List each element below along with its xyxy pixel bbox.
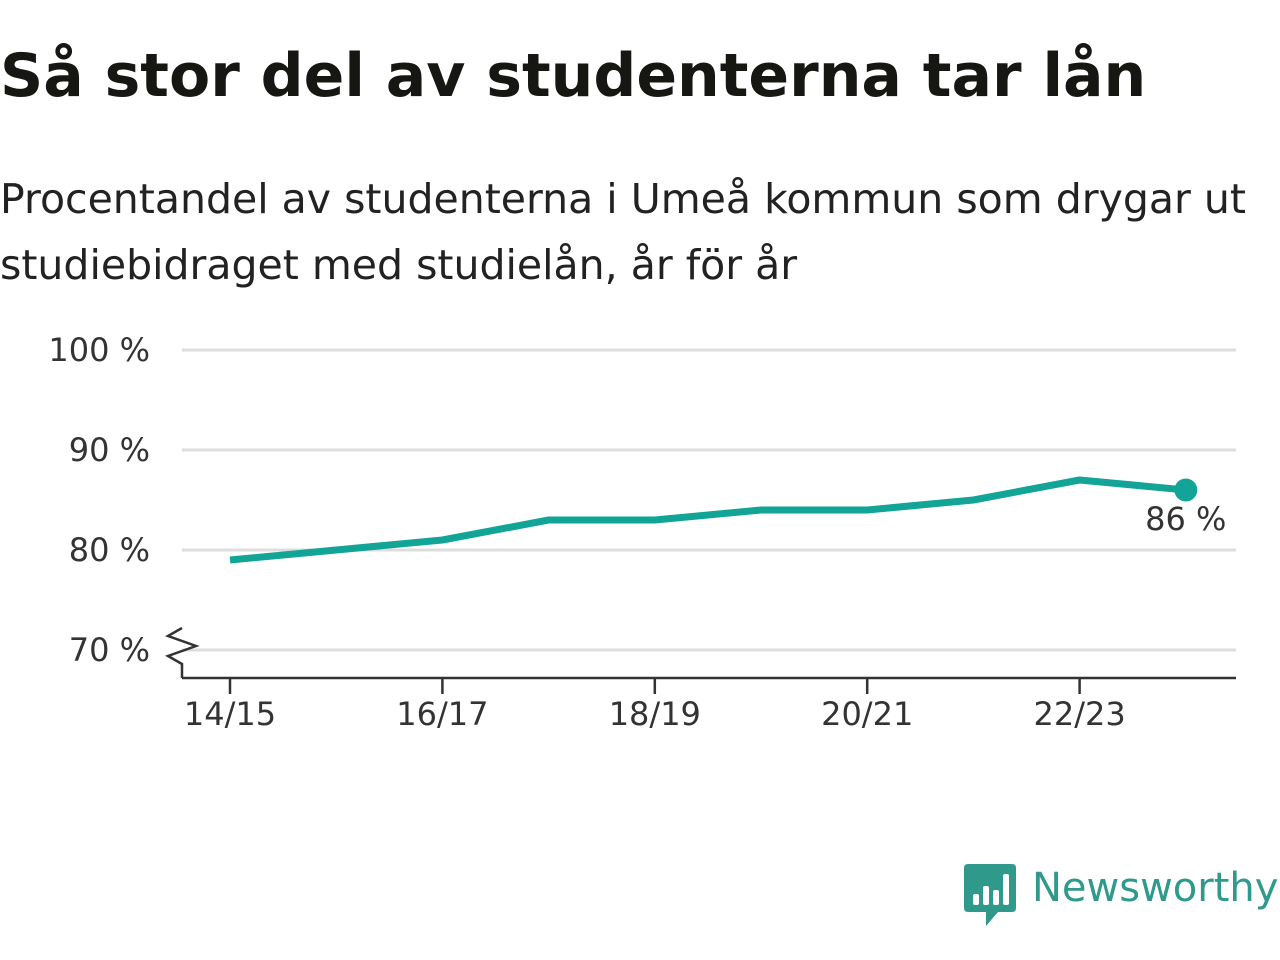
series xyxy=(229,476,1187,564)
x-tick-label: 14/15 xyxy=(184,695,276,733)
y-tick-label: 100 % xyxy=(48,331,150,369)
x-tick-label: 18/19 xyxy=(609,695,701,733)
end-point: 86 % xyxy=(1145,478,1226,538)
x-tick-label: 16/17 xyxy=(396,695,488,733)
end-value-label: 86 % xyxy=(1145,500,1226,538)
line-chart: 70 % 80 % 90 % 100 % 14/15 16/17 18/19 20/21 22… xyxy=(48,331,1236,733)
x-tick-label: 20/21 xyxy=(821,695,913,733)
chart-title: Så stor del av studenterna tar lån xyxy=(0,41,1147,111)
y-axis-tick-labels: 70 % 80 % 90 % 100 % xyxy=(48,331,150,669)
chart-subtitle: Procentandel av studenterna i Umeå kommu… xyxy=(0,175,1246,289)
x-axis-ticks: 14/15 16/17 18/19 20/21 22/23 xyxy=(184,678,1126,733)
y-tick-label: 80 % xyxy=(69,531,150,569)
y-tick-label: 90 % xyxy=(69,431,150,469)
newsworthy-logo: Newsworthy xyxy=(964,862,1280,928)
y-tick-label: 70 % xyxy=(69,631,150,669)
brand-name: Newsworthy xyxy=(1032,865,1279,911)
end-point-marker xyxy=(1174,478,1198,502)
y-axis-break-icon xyxy=(165,626,200,678)
x-tick-label: 22/23 xyxy=(1033,695,1125,733)
series-line xyxy=(229,476,1187,564)
gridlines xyxy=(182,348,1236,652)
newsworthy-bar-chart-icon xyxy=(964,864,1016,926)
